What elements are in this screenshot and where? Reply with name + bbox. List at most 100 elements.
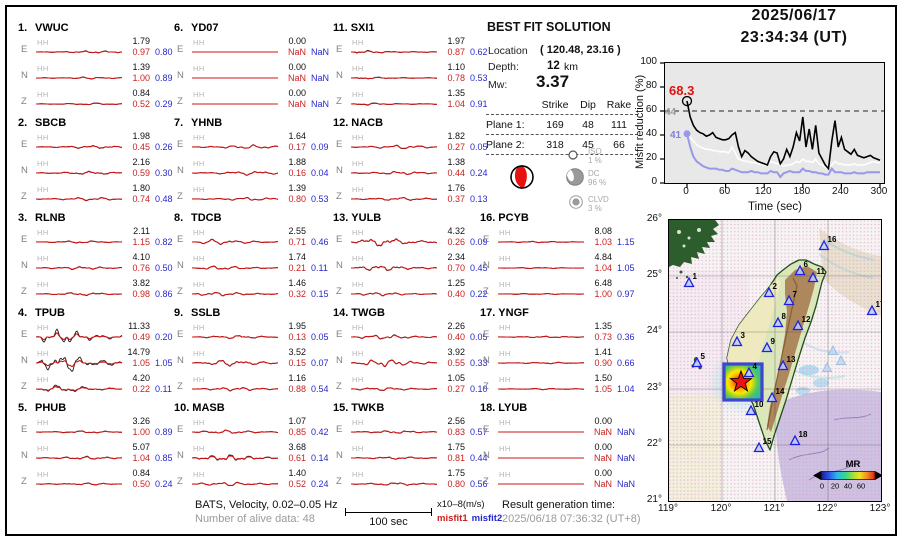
station-triangle-9 [761,341,773,353]
amplitude-value: 1.05 [447,373,465,383]
misfit-values: 0.61 0.14 [278,453,328,464]
trace-values: 1.79 0.97 0.80 [122,36,172,57]
dc-label: DC 96 % [588,169,607,187]
amplitude-value: 1.07 [288,416,306,426]
station-number-label: 15 [763,437,772,446]
mw-value: 3.37 [536,72,570,91]
misfit-values: 0.45 0.26 [122,142,172,153]
waveform-trace [191,481,279,487]
misfit-values: 0.50 0.24 [122,479,172,490]
trace-values: 0.00 NaN NaN [278,62,329,84]
station-block-twkb: 15. TWKB E HH 2.56 0.83 0.57 N HH 1.75 0.81 0.44 Z HH… [333,402,488,494]
station-block-rlnb: 3. RLNB E HH 2.11 1.15 0.82 N HH 4.10 0.76 0.50 Z HH 3… [18,212,173,304]
component-label: Z [177,476,183,487]
station-header: 12. NACB [333,117,487,130]
station-number: 7. [174,117,184,129]
trace-row-lyub-z: Z HH 0.00 NaN NaN [480,467,635,493]
trace-values: 3.26 1.00 0.89 [122,416,172,437]
amplitude-value: 5.07 [132,442,150,452]
amplitude-value: 2.55 [288,226,306,236]
misfit1-value: 1.03 [594,236,612,247]
trace-values: 6.48 1.00 0.97 [584,278,634,299]
misfit1-value: 1.04 [132,452,150,463]
misfit2-value: 0.46 [311,236,329,247]
component-label: E [21,234,28,245]
misfit2-legend: misfit2 [471,513,503,524]
misfit1-value: 1.05 [594,383,612,394]
station-number-label: 6 [804,260,809,269]
result-time-label: Result generation time: [502,499,616,511]
misfit-x-tick: 180 [793,186,811,197]
component-label: N [21,355,28,366]
station-number: 11. [333,22,348,34]
waveform-trace [36,102,123,106]
station-block-lyub: 18. LYUB E HH 0.00 NaN NaN N HH 0.00 NaN NaN Z HH 0.00… [480,402,635,494]
waveform-trace [498,483,584,485]
waveform-trace [350,387,438,391]
misfit-values: 0.27 0.05 [437,142,487,153]
station-triangle-12 [792,319,804,331]
misfit2-value: 0.26 [155,141,173,152]
trace-row-sbcb-e: E HH 1.98 0.45 0.26 [18,130,173,156]
misfit2-value: 0.66 [617,357,635,368]
misfit1-value: 0.44 [447,167,465,178]
misfit2-value: 0.85 [155,452,173,463]
component-label: N [21,260,28,271]
station-number: 14. [333,307,349,319]
amplitude-value: 11.33 [128,321,150,331]
map-lat-label: 21° [646,494,662,505]
station-triangle-11 [807,271,819,283]
depth-value: 12 [547,60,560,72]
trace-values: 1.95 0.13 0.05 [278,321,328,342]
station-number: 2. [18,117,28,129]
amplitude-value: 1.79 [132,36,150,46]
misfit-values: 0.52 0.24 [278,479,328,490]
misfit2-value: 0.97 [617,288,635,299]
waveform-trace [350,238,438,247]
map-lon-label: 121° [763,503,785,514]
misfit1-value: 0.13 [288,331,306,342]
misfit1-value: 0.32 [288,288,306,299]
station-triangle-8 [772,316,784,328]
misfit2-value: 0.11 [311,262,328,273]
misfit2-value: NaN [311,98,330,109]
channel-label: HH [193,280,205,289]
channel-label: HH [193,64,205,73]
station-number-label: 7 [793,290,798,299]
station-number-label: 10 [755,400,764,409]
amplitude-value: 4.20 [132,373,150,383]
waveform-trace [497,335,585,339]
misfit1-value: 0.73 [594,331,612,342]
misfit1-value: 0.80 [447,478,465,489]
waveform-trace [36,266,123,271]
channel-label: HH [352,64,364,73]
amplitude-value: 2.56 [447,416,465,426]
amplitude-value: 1.74 [288,252,306,262]
station-header: 5. PHUB [18,402,172,415]
amplitude-value: 1.39 [132,62,150,72]
misfit-values: NaN NaN [584,427,635,438]
channel-label: HH [193,349,205,358]
station-block-masb: 10. MASB E HH 1.07 0.85 0.42 N HH 3.68 0.61 0.14 Z HH… [174,402,329,494]
station-name: PHUB [35,402,67,414]
taiwan-island [691,259,827,451]
channel-label: HH [352,375,364,384]
station-name: SXI1 [350,22,375,34]
misfit1-value: 0.37 [447,193,465,204]
trace-values: 0.00 NaN NaN [584,416,635,438]
misfit2-value: 0.80 [155,46,173,57]
station-triangle-10 [745,404,757,416]
waveform-trace [350,456,438,460]
station-number-label: 13 [787,355,796,364]
component-label: Z [21,191,27,202]
component-label: N [177,70,184,81]
channel-label: HH [499,349,511,358]
channel-label: HH [37,254,49,263]
trace-row-nacb-n: N HH 1.38 0.44 0.24 [333,156,488,182]
map-lat-label: 26° [646,213,662,224]
misfit-values: NaN NaN [278,73,329,84]
depth-unit: km [564,61,578,73]
misfit-values: 0.81 0.44 [437,453,487,464]
mr-tick-label: 40 [844,482,852,491]
iso-icon [568,150,578,160]
